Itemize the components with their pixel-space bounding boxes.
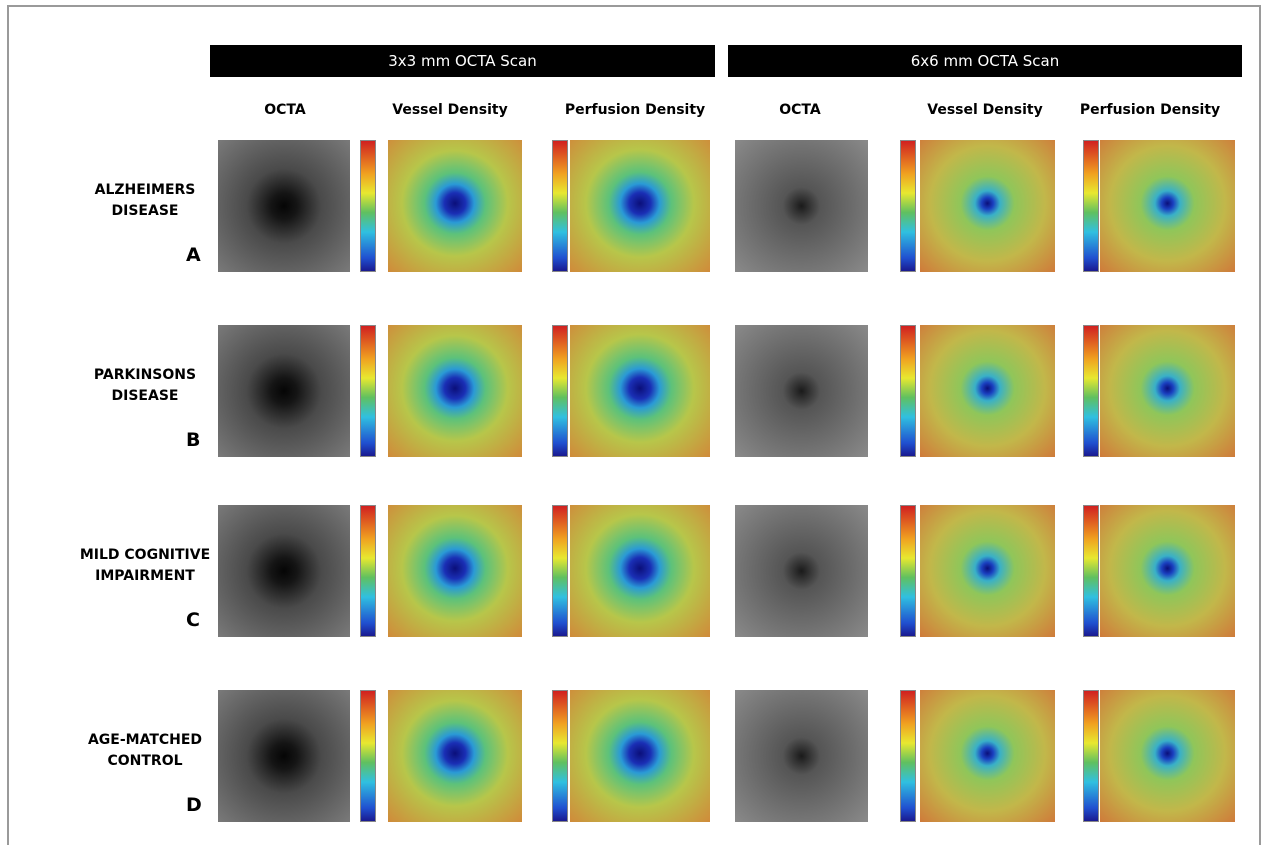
row-letter: A — [186, 244, 201, 266]
scan-image — [388, 505, 522, 637]
scan-image — [735, 140, 868, 272]
figure: 3x3 mm OCTA Scan 6x6 mm OCTA Scan OCTA Vess… — [0, 0, 1269, 849]
row-label-line: ALZHEIMERS — [65, 180, 225, 201]
column-label: OCTA — [230, 102, 340, 118]
color-scale — [900, 505, 916, 637]
column-label: Perfusion Density — [1060, 102, 1240, 118]
scan-image — [570, 505, 710, 637]
color-scale — [900, 690, 916, 822]
row-label-line: CONTROL — [65, 751, 225, 772]
scan-image — [1100, 140, 1235, 272]
group-header: 6x6 mm OCTA Scan — [728, 45, 1242, 77]
color-scale — [360, 140, 376, 272]
scan-image — [1100, 690, 1235, 822]
column-label: OCTA — [750, 102, 850, 118]
color-scale — [900, 140, 916, 272]
color-scale — [1083, 505, 1099, 637]
scan-image — [570, 690, 710, 822]
color-scale — [360, 505, 376, 637]
row-label-line: DISEASE — [65, 201, 225, 222]
row-label-line: AGE-MATCHED — [65, 730, 225, 751]
scan-image — [218, 690, 350, 822]
scan-image — [1100, 505, 1235, 637]
color-scale — [552, 325, 568, 457]
color-scale — [1083, 140, 1099, 272]
scan-image — [388, 690, 522, 822]
column-label: Vessel Density — [900, 102, 1070, 118]
row-label-line: MILD COGNITIVE — [65, 545, 225, 566]
scan-image — [920, 505, 1055, 637]
color-scale — [900, 325, 916, 457]
scan-image — [218, 140, 350, 272]
row-label-line: PARKINSONS — [65, 365, 225, 386]
color-scale — [552, 505, 568, 637]
color-scale — [360, 690, 376, 822]
color-scale — [552, 140, 568, 272]
color-scale — [552, 690, 568, 822]
color-scale — [1083, 325, 1099, 457]
scan-image — [920, 690, 1055, 822]
scan-image — [218, 325, 350, 457]
scan-image — [735, 325, 868, 457]
scan-image — [570, 140, 710, 272]
scan-image — [218, 505, 350, 637]
scan-image — [920, 325, 1055, 457]
scan-image — [735, 505, 868, 637]
row-letter: D — [186, 794, 202, 816]
scan-image — [388, 140, 522, 272]
color-scale — [1083, 690, 1099, 822]
color-scale — [360, 325, 376, 457]
column-label: Vessel Density — [360, 102, 540, 118]
row-label-line: DISEASE — [65, 386, 225, 407]
column-label: Perfusion Density — [545, 102, 725, 118]
scan-image — [735, 690, 868, 822]
row-label-line: IMPAIRMENT — [65, 566, 225, 587]
scan-image — [570, 325, 710, 457]
row-letter: C — [186, 609, 200, 631]
group-header: 3x3 mm OCTA Scan — [210, 45, 715, 77]
scan-image — [388, 325, 522, 457]
scan-image — [920, 140, 1055, 272]
scan-image — [1100, 325, 1235, 457]
row-letter: B — [186, 429, 200, 451]
